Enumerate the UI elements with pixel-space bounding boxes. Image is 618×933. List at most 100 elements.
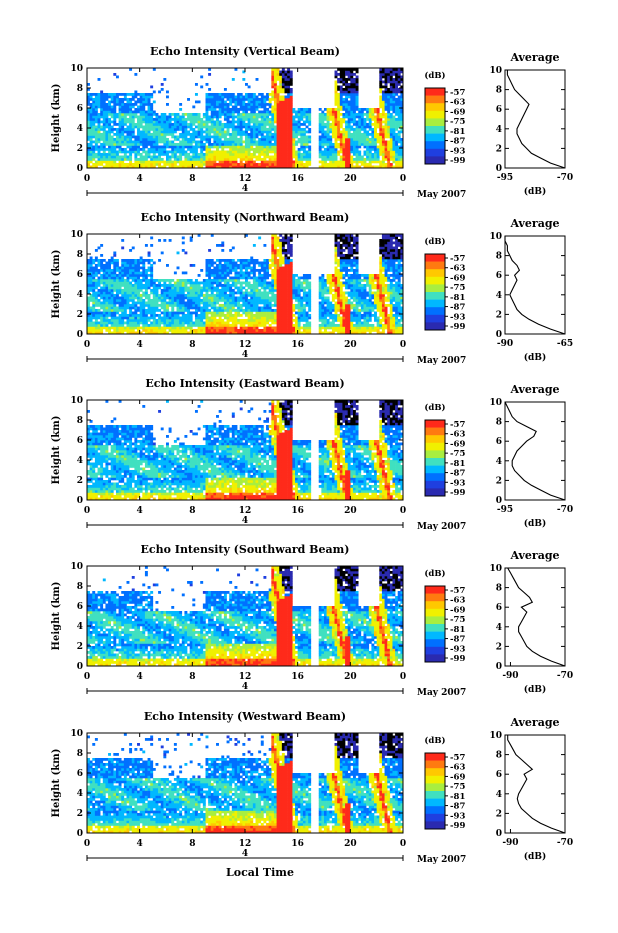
- heatmap-cell: [279, 71, 282, 74]
- heatmap-cell: [350, 96, 353, 99]
- heatmap-cell: [303, 113, 306, 116]
- heatmap-cell: [90, 161, 93, 164]
- heatmap-cell: [192, 153, 195, 156]
- heatmap-cell: [211, 319, 214, 322]
- heatmap-cell: [105, 267, 108, 270]
- heatmap-cell: [200, 282, 203, 285]
- heatmap-cell: [319, 136, 322, 139]
- heatmap-cell: [190, 158, 193, 161]
- heatmap-cell: [208, 108, 211, 111]
- heatmap-cell: [221, 131, 224, 134]
- heatmap-cell: [95, 153, 98, 156]
- heatmap-cell: [179, 294, 182, 297]
- heatmap-cell: [345, 143, 348, 146]
- heatmap-cell: [379, 81, 382, 84]
- heatmap-cell: [121, 302, 124, 305]
- heatmap-cell: [121, 156, 124, 159]
- heatmap-cell: [295, 133, 298, 136]
- heatmap-cell: [113, 259, 116, 262]
- heatmap-cell: [248, 262, 251, 265]
- heatmap-cell: [240, 153, 243, 156]
- heatmap-cell: [208, 93, 211, 96]
- heatmap-cell: [153, 282, 156, 285]
- y-axis-label: Height (km): [51, 84, 62, 153]
- heatmap-cell: [266, 302, 269, 305]
- heatmap-cell: [256, 299, 259, 302]
- heatmap-cell: [103, 312, 106, 315]
- heatmap-cell: [150, 136, 153, 139]
- heatmap-cell: [129, 161, 132, 164]
- heatmap-cell: [250, 153, 253, 156]
- heatmap-cell: [158, 282, 161, 285]
- heatmap-cell: [321, 118, 324, 121]
- heatmap-cell: [250, 113, 253, 116]
- heatmap-cell: [184, 133, 187, 136]
- heatmap-cell: [353, 133, 356, 136]
- heatmap-cell: [337, 106, 340, 109]
- heatmap-cell: [177, 279, 180, 282]
- heatmap-cell: [184, 151, 187, 154]
- heatmap-cell: [98, 151, 101, 154]
- heatmap-cell: [224, 131, 227, 134]
- heatmap-cell: [171, 319, 174, 322]
- heatmap-cell: [250, 262, 253, 265]
- heatmap-cell: [271, 126, 274, 129]
- heatmap-cell: [234, 329, 237, 332]
- heatmap-cell: [100, 121, 103, 124]
- heatmap-cell: [184, 287, 187, 290]
- heatmap-cell: [232, 264, 235, 267]
- heatmap-cell: [261, 302, 264, 305]
- heatmap-cell: [150, 111, 153, 114]
- heatmap-cell: [369, 116, 372, 119]
- heatmap-cell: [158, 138, 161, 141]
- heatmap-cell: [382, 86, 385, 89]
- heatmap-cell: [398, 111, 401, 114]
- heatmap-cell: [108, 128, 111, 131]
- heatmap-cell: [216, 274, 219, 277]
- heatmap-cell: [245, 148, 248, 151]
- heatmap-cell: [398, 138, 401, 141]
- heatmap-cell: [145, 322, 148, 325]
- heatmap-cell: [224, 297, 227, 300]
- heatmap-cell: [137, 297, 140, 300]
- heatmap-cell: [171, 297, 174, 300]
- heatmap-cell: [250, 106, 253, 109]
- heatmap-cell: [350, 161, 353, 164]
- heatmap-cell: [295, 158, 298, 161]
- heatmap-cell: [158, 118, 161, 121]
- heatmap-cell: [385, 146, 388, 149]
- heatmap-cell: [240, 289, 243, 292]
- heatmap-cell: [127, 299, 130, 302]
- heatmap-cell: [161, 317, 164, 320]
- heatmap-cell: [240, 269, 243, 272]
- heatmap-cell: [129, 153, 132, 156]
- heatmap-cell: [103, 133, 106, 136]
- heatmap-cell: [195, 131, 198, 134]
- heatmap-cell: [150, 146, 153, 149]
- heatmap-cell: [258, 317, 261, 320]
- heatmap-cell: [324, 148, 327, 151]
- heatmap-cell: [121, 121, 124, 124]
- heatmap-cell: [382, 103, 385, 106]
- heatmap-cell: [113, 103, 116, 106]
- heatmap-cell: [390, 88, 393, 91]
- heatmap-cell: [166, 307, 169, 310]
- heatmap-cell: [213, 98, 216, 101]
- heatmap-cell: [253, 161, 256, 164]
- heatmap-cell: [306, 118, 309, 121]
- heatmap-cell: [219, 294, 222, 297]
- heatmap-cell: [150, 272, 153, 275]
- heatmap-cell: [319, 148, 322, 151]
- heatmap-cell: [358, 151, 361, 154]
- heatmap-cell: [340, 103, 343, 106]
- heatmap-cell: [250, 299, 253, 302]
- heatmap-cell: [274, 141, 277, 144]
- heatmap-cell: [92, 126, 95, 129]
- heatmap-cell: [361, 163, 364, 166]
- heatmap-cell: [206, 83, 209, 86]
- heatmap-cell: [203, 302, 206, 305]
- heatmap-cell: [258, 302, 261, 305]
- heatmap-cell: [242, 111, 245, 114]
- heatmap-cell: [119, 284, 122, 287]
- heatmap-cell: [137, 118, 140, 121]
